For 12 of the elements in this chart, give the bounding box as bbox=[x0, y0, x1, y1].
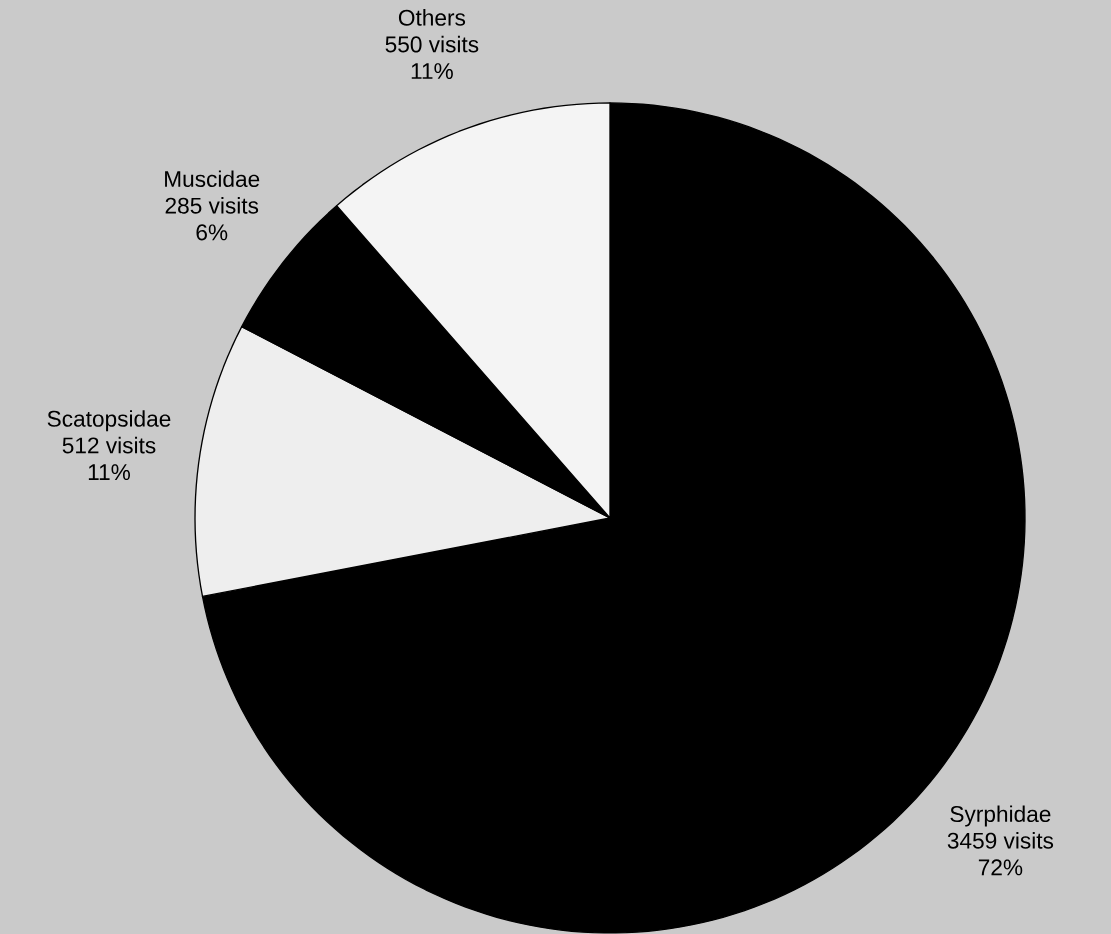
slice-label: Syrphidae bbox=[950, 805, 1051, 827]
text: 72% bbox=[978, 859, 1023, 876]
data-label: 3459 visits bbox=[947, 832, 1054, 849]
data-label: 512 visits bbox=[62, 436, 156, 454]
text: 6% bbox=[196, 224, 228, 241]
slice-label: Muscidae bbox=[165, 170, 260, 188]
data-label: 550 visits bbox=[385, 35, 479, 53]
text: 11% bbox=[88, 464, 131, 481]
slice-label: Others bbox=[398, 9, 466, 26]
text: 11% bbox=[411, 63, 453, 79]
data-label: 285 visits bbox=[165, 197, 259, 214]
slice-label: Scatopsidae bbox=[47, 410, 171, 432]
